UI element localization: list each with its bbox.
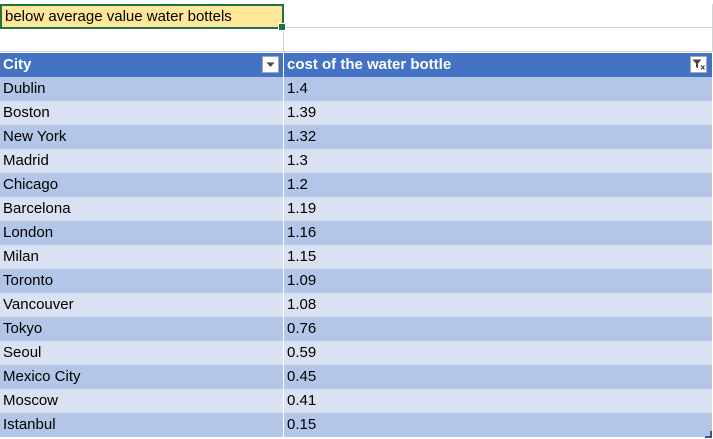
cost-cell[interactable]: 0.45: [284, 365, 713, 389]
table-row: Seoul 0.59: [0, 341, 713, 365]
city-cell[interactable]: Tokyo: [0, 317, 284, 341]
cost-cell[interactable]: 1.09: [284, 269, 713, 293]
table-row: Istanbul 0.15: [0, 413, 713, 437]
title-cell-text: below average value water bottels: [5, 8, 232, 25]
dropdown-arrow-icon: [266, 62, 275, 67]
table-row: Barcelona 1.19: [0, 197, 713, 221]
cost-cell[interactable]: 0.41: [284, 389, 713, 413]
cost-cell[interactable]: 1.08: [284, 293, 713, 317]
fill-handle[interactable]: [278, 23, 286, 31]
city-cell[interactable]: New York: [0, 125, 284, 149]
header-label-cost: cost of the water bottle: [287, 56, 452, 73]
city-cell[interactable]: Toronto: [0, 269, 284, 293]
header-cell-city[interactable]: City: [0, 53, 284, 77]
cost-filter-dropdown-button[interactable]: [690, 56, 707, 73]
empty-row: [0, 28, 713, 52]
city-cell[interactable]: Milan: [0, 245, 284, 269]
city-cell[interactable]: Vancouver: [0, 293, 284, 317]
cost-cell[interactable]: 1.15: [284, 245, 713, 269]
city-cell[interactable]: Seoul: [0, 341, 284, 365]
cost-cell[interactable]: 1.16: [284, 221, 713, 245]
cell[interactable]: [0, 28, 284, 52]
cell[interactable]: [284, 4, 713, 28]
city-cell[interactable]: Boston: [0, 101, 284, 125]
city-cell[interactable]: Madrid: [0, 149, 284, 173]
cell[interactable]: [284, 28, 713, 52]
cost-cell[interactable]: 0.59: [284, 341, 713, 365]
city-filter-dropdown-button[interactable]: [262, 56, 279, 73]
table-row: Chicago 1.2: [0, 173, 713, 197]
table-row: London 1.16: [0, 221, 713, 245]
table-row: Dublin 1.4: [0, 77, 713, 101]
city-cell[interactable]: Mexico City: [0, 365, 284, 389]
table-row: Boston 1.39: [0, 101, 713, 125]
city-cell[interactable]: Dublin: [0, 77, 284, 101]
cost-cell[interactable]: 1.2: [284, 173, 713, 197]
cost-cell[interactable]: 1.19: [284, 197, 713, 221]
cost-cell[interactable]: 0.76: [284, 317, 713, 341]
table-resize-handle[interactable]: [705, 431, 712, 438]
cost-cell[interactable]: 0.15: [284, 413, 713, 437]
city-cell[interactable]: London: [0, 221, 284, 245]
table-row: Toronto 1.09: [0, 269, 713, 293]
header-label-city: City: [3, 56, 32, 73]
cost-cell[interactable]: 1.3: [284, 149, 713, 173]
filter-funnel-icon: [692, 59, 705, 70]
city-cell[interactable]: Moscow: [0, 389, 284, 413]
table-row: Mexico City 0.45: [0, 365, 713, 389]
header-cell-cost[interactable]: cost of the water bottle: [284, 53, 713, 77]
table-row: Vancouver 1.08: [0, 293, 713, 317]
table-row: Tokyo 0.76: [0, 317, 713, 341]
table-row: Moscow 0.41: [0, 389, 713, 413]
city-cell[interactable]: Barcelona: [0, 197, 284, 221]
city-cell[interactable]: Chicago: [0, 173, 284, 197]
table-row: Madrid 1.3: [0, 149, 713, 173]
cost-cell[interactable]: 1.32: [284, 125, 713, 149]
table-row: New York 1.32: [0, 125, 713, 149]
selected-title-cell[interactable]: below average value water bottels: [0, 4, 286, 31]
table-row: Milan 1.15: [0, 245, 713, 269]
city-cell[interactable]: Istanbul: [0, 413, 284, 437]
table-header-row: City cost of the water bottle: [0, 53, 713, 77]
cost-cell[interactable]: 1.4: [284, 77, 713, 101]
cost-cell[interactable]: 1.39: [284, 101, 713, 125]
